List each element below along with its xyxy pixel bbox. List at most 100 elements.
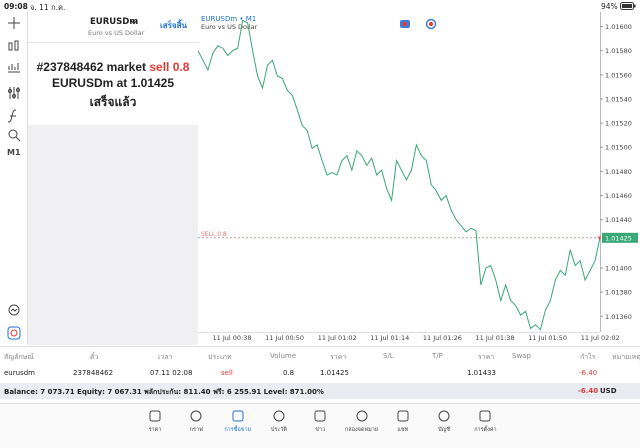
y-tick-label: 1.01380 <box>605 289 632 297</box>
nav-item[interactable]: ข่าว <box>300 404 340 448</box>
total-profit: -6.40 <box>578 387 599 395</box>
column-header: S/L <box>383 352 394 360</box>
nav-item[interactable]: กราฟ <box>176 404 216 448</box>
chart-title: EURUSDm • M1 <box>201 15 256 23</box>
nav-icon <box>232 410 244 422</box>
y-tick-label: 1.01400 <box>605 265 632 273</box>
price-tag-label: 1.01425 <box>605 234 632 242</box>
y-tick-label: 1.01560 <box>605 71 632 79</box>
nav-icon-shape <box>479 410 491 422</box>
column-header: สัญลักษณ์ <box>4 353 34 361</box>
cell-current-price: 1.01433 <box>467 369 496 377</box>
nav-icon <box>149 410 161 422</box>
x-tick-label: 11 Jul 01:14 <box>370 334 409 342</box>
order-panel: EURUSDm Euro vs US Dollar เสร็จสิ้น #237… <box>28 12 199 345</box>
order-line-label: SELL 0.8 <box>201 231 227 238</box>
y-tick-label: 1.01520 <box>605 120 632 128</box>
nav-item[interactable]: บัญชี <box>424 404 464 448</box>
y-tick-label: 1.01540 <box>605 95 632 103</box>
bottom-icons[interactable] <box>7 304 21 340</box>
date: จ. 11 ก.ค. <box>30 3 66 12</box>
nav-icon-shape <box>397 410 409 422</box>
nav-item[interactable]: ราคา <box>135 404 175 448</box>
nav-item[interactable]: กล่องจดหมาย <box>342 404 382 448</box>
status-bar: 09:08 จ. 11 ก.ค. 94% <box>0 0 640 12</box>
nav-icon-shape <box>232 410 244 422</box>
nav-icon <box>438 410 450 422</box>
cell-symbol: eurusdm <box>4 369 35 377</box>
symbol[interactable]: EURUSDm <box>90 17 139 27</box>
x-tick-label: 11 Jul 00:38 <box>213 334 252 342</box>
nav-item[interactable]: การตั้งค่า <box>465 404 505 448</box>
cell-price: 1.01425 <box>320 369 349 377</box>
column-header: T/P <box>432 352 443 360</box>
column-header: เวลา <box>158 353 173 361</box>
column-header: กำไร <box>580 353 596 361</box>
nav-icon-shape <box>149 410 161 422</box>
x-tick-label: 11 Jul 01:26 <box>423 334 462 342</box>
y-tick-label: 1.01600 <box>605 23 632 31</box>
price-tag <box>602 232 638 243</box>
positions-table: Balance: 7 073.71 Equity: 7 067.31 พลักป… <box>0 346 640 403</box>
bottom-nav: ราคา กราฟ การซื้อขาย ประวัติ ข่าว กล่องจดหมาย… <box>0 403 640 448</box>
y-tick-label: 1.01440 <box>605 216 632 224</box>
toolbar: M1 <box>0 12 28 345</box>
x-tick-label: 11 Jul 01:50 <box>528 334 567 342</box>
x-tick-label: 11 Jul 02:02 <box>581 334 620 342</box>
nav-label: ข่าว <box>315 427 326 433</box>
timeframe[interactable]: M1 <box>7 148 21 157</box>
chart-subtitle: Euro vs US Dollar <box>201 23 258 31</box>
nav-item[interactable]: แชท <box>383 404 423 448</box>
price-line <box>198 19 601 331</box>
column-header: ประเภท <box>208 353 232 361</box>
y-tick-label: 1.01360 <box>605 313 632 321</box>
nav-label: การซื้อขาย <box>224 427 251 433</box>
cell-profit: -6.40 <box>579 369 598 377</box>
nav-label: การตั้งค่า <box>474 427 497 433</box>
fill-price: 1.01425 <box>130 76 175 90</box>
column-header: ราคา <box>330 353 347 361</box>
nav-label: กราฟ <box>189 427 203 433</box>
y-tick-label: 1.01580 <box>605 47 632 55</box>
nav-icon <box>273 410 285 422</box>
nav-label: ประวัติ <box>270 427 287 433</box>
nav-label: บัญชี <box>438 427 451 433</box>
cell-volume: 0.8 <box>283 369 295 377</box>
balance-row: Balance: 7 073.71 Equity: 7 067.31 พลักป… <box>0 383 640 399</box>
x-tick-label: 11 Jul 01:02 <box>318 334 357 342</box>
order-action: sell 0.8 <box>149 60 190 74</box>
message-line: #237848462 market sell 0.8 <box>28 60 198 74</box>
balance-text: Balance: 7 073.71 Equity: 7 067.31 พลักป… <box>4 388 324 396</box>
cell-type: sell <box>221 369 233 377</box>
column-header: Swap <box>512 352 531 360</box>
nav-icon <box>397 410 409 422</box>
nav-label: กล่องจดหมาย <box>344 427 379 433</box>
nav-item[interactable]: ประวัติ <box>259 404 299 448</box>
order-marker: * <box>597 235 602 245</box>
order-result: EURUSDm Euro vs US Dollar เสร็จสิ้น #237… <box>28 12 198 125</box>
chart-buttons[interactable] <box>400 18 437 30</box>
chevron[interactable] <box>131 20 137 25</box>
nav-label: แชท <box>397 427 409 433</box>
x-tick-label: 11 Jul 00:50 <box>265 334 304 342</box>
symbol-description: Euro vs US Dollar <box>88 29 145 37</box>
battery-text: 94% <box>601 2 618 11</box>
nav-icon-shape <box>190 410 202 422</box>
column-header: หมายเหตุ <box>612 353 640 361</box>
order-text: #237848462 market <box>36 60 147 74</box>
tool-icons[interactable] <box>7 17 21 147</box>
cell-ticket: 237848462 <box>73 369 114 377</box>
status-text: เสร็จแล้ว <box>89 95 137 109</box>
nav-icon-shape <box>273 410 285 422</box>
done-button[interactable]: เสร็จสิ้น <box>160 21 187 30</box>
nav-icon <box>356 410 367 422</box>
y-tick-label: 1.01500 <box>605 144 632 152</box>
cell-time: 07.11 02:08 <box>150 369 193 377</box>
nav-icon <box>314 410 326 422</box>
currency: USD <box>600 387 617 395</box>
nav-icon-shape <box>356 410 367 422</box>
nav-icon-shape <box>438 410 450 422</box>
nav-item[interactable]: การซื้อขาย <box>218 404 258 448</box>
time: 09:08 <box>4 2 28 11</box>
